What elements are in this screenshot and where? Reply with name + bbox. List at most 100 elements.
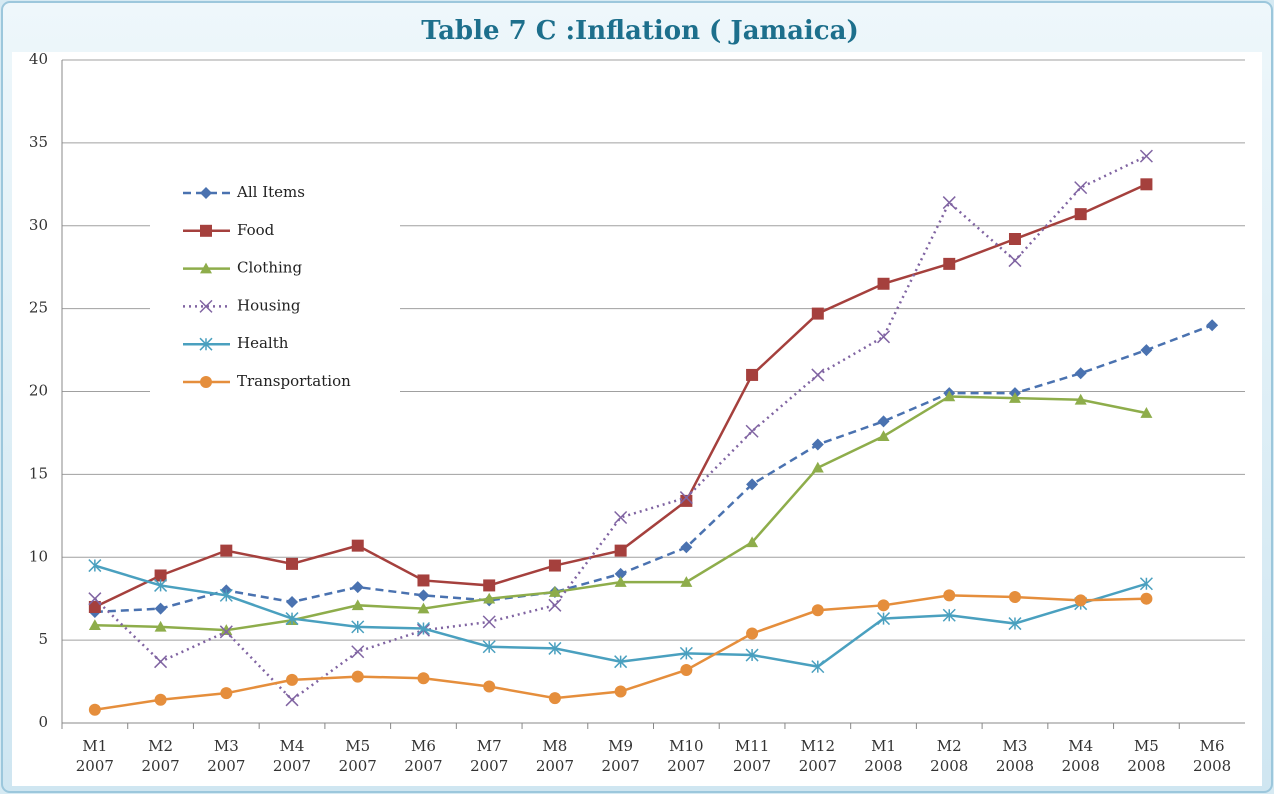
marker	[680, 576, 693, 587]
marker	[1140, 344, 1153, 357]
y-tick-label: 15	[29, 464, 48, 482]
y-tick-label: 0	[38, 713, 48, 731]
marker	[351, 539, 364, 552]
marker	[220, 687, 233, 700]
marker	[811, 461, 824, 473]
marker	[876, 330, 891, 344]
marker	[614, 567, 627, 580]
marker	[154, 620, 167, 632]
marker	[746, 627, 759, 640]
marker	[943, 257, 956, 270]
marker	[877, 415, 890, 428]
x-tick-label: M1 2007	[76, 737, 114, 775]
marker	[351, 599, 364, 611]
marker	[483, 680, 496, 693]
marker	[220, 624, 233, 635]
marker	[548, 586, 561, 597]
marker	[1008, 254, 1022, 268]
marker	[482, 615, 496, 629]
marker	[200, 224, 212, 237]
marker	[680, 663, 693, 676]
marker	[1074, 367, 1087, 380]
marker	[1008, 617, 1022, 631]
marker	[614, 655, 628, 669]
marker	[548, 598, 562, 612]
y-tick-label: 10	[29, 547, 48, 565]
x-tick-label: M2 2008	[930, 737, 968, 775]
x-tick-label: M12 2007	[799, 737, 837, 775]
marker	[877, 430, 890, 442]
marker	[220, 544, 233, 557]
marker	[1140, 407, 1153, 418]
marker	[351, 620, 365, 634]
marker	[811, 307, 824, 320]
marker	[482, 640, 496, 654]
x-tick-label: M7 2007	[470, 737, 508, 775]
x-tick-label: M4 2008	[1062, 737, 1100, 775]
legend-background	[150, 172, 400, 400]
legend-label: Housing	[237, 296, 301, 314]
marker	[416, 621, 431, 636]
marker	[811, 438, 824, 451]
series-line	[94, 324, 1213, 614]
y-tick-label: 35	[29, 133, 48, 151]
marker	[1008, 392, 1021, 403]
marker	[154, 693, 167, 706]
marker	[1140, 592, 1153, 605]
legend-label: Clothing	[237, 259, 302, 277]
marker	[614, 510, 628, 525]
marker	[200, 187, 212, 199]
marker	[417, 589, 430, 602]
marker	[614, 544, 627, 557]
marker	[614, 685, 627, 698]
marker	[877, 599, 890, 612]
marker	[1139, 577, 1153, 591]
marker	[219, 625, 233, 639]
marker	[1008, 233, 1021, 246]
marker	[1074, 594, 1087, 607]
x-tick-label: M10 2007	[667, 737, 705, 775]
marker	[1074, 181, 1088, 195]
marker	[548, 692, 561, 705]
x-tick-label: M11 2007	[733, 737, 771, 775]
marker	[285, 612, 299, 626]
marker	[351, 645, 365, 659]
legend-label: All Items	[236, 183, 305, 201]
legend: All Items Food Clothing Housing Health Transp…	[150, 172, 400, 400]
y-tick-label: 5	[38, 630, 48, 648]
marker	[417, 574, 430, 587]
marker	[746, 368, 759, 381]
marker	[1140, 178, 1153, 191]
marker	[680, 541, 693, 554]
marker	[679, 491, 693, 505]
marker	[876, 612, 891, 626]
marker	[199, 337, 213, 351]
marker	[219, 588, 233, 602]
marker	[1074, 208, 1087, 221]
marker	[88, 559, 102, 573]
marker	[88, 592, 102, 606]
x-tick-label: M4 2007	[273, 737, 311, 775]
marker	[417, 672, 430, 685]
y-tick-label: 25	[29, 299, 48, 317]
legend-label: Health	[237, 334, 289, 352]
marker	[877, 277, 890, 290]
marker	[679, 646, 693, 660]
marker	[154, 655, 168, 669]
marker	[154, 578, 168, 592]
x-tick-label: M9 2007	[602, 737, 640, 775]
marker	[88, 600, 101, 613]
legend-label: Transportation	[237, 372, 351, 390]
marker	[88, 703, 101, 716]
marker	[745, 648, 759, 662]
x-tick-label: M5 2007	[339, 737, 377, 775]
x-tick-label: M6 2007	[404, 737, 442, 775]
plot-background	[12, 52, 1262, 786]
marker	[154, 602, 167, 615]
marker	[154, 569, 167, 582]
marker	[548, 641, 562, 655]
marker	[483, 579, 496, 592]
y-tick-label: 20	[29, 382, 48, 400]
